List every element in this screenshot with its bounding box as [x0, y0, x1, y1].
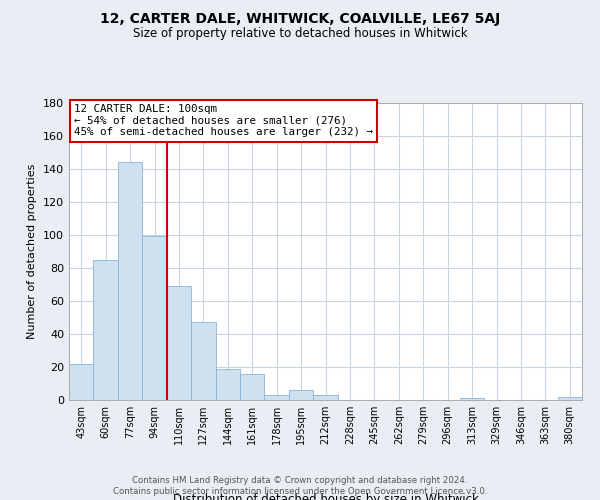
Bar — [167, 286, 191, 400]
Bar — [289, 390, 313, 400]
Bar — [94, 260, 118, 400]
Y-axis label: Number of detached properties: Number of detached properties — [28, 164, 37, 339]
Bar — [460, 398, 484, 400]
X-axis label: Distribution of detached houses by size in Whitwick: Distribution of detached houses by size … — [173, 493, 478, 500]
Bar — [215, 368, 240, 400]
Bar — [557, 396, 582, 400]
Bar — [191, 322, 215, 400]
Text: 12 CARTER DALE: 100sqm
← 54% of detached houses are smaller (276)
45% of semi-de: 12 CARTER DALE: 100sqm ← 54% of detached… — [74, 104, 373, 137]
Bar — [142, 236, 167, 400]
Bar — [69, 364, 94, 400]
Bar — [118, 162, 142, 400]
Bar — [240, 374, 265, 400]
Text: Contains HM Land Registry data © Crown copyright and database right 2024.: Contains HM Land Registry data © Crown c… — [132, 476, 468, 485]
Bar — [313, 395, 338, 400]
Text: 12, CARTER DALE, WHITWICK, COALVILLE, LE67 5AJ: 12, CARTER DALE, WHITWICK, COALVILLE, LE… — [100, 12, 500, 26]
Text: Size of property relative to detached houses in Whitwick: Size of property relative to detached ho… — [133, 28, 467, 40]
Text: Contains public sector information licensed under the Open Government Licence v3: Contains public sector information licen… — [113, 488, 487, 496]
Bar — [265, 395, 289, 400]
